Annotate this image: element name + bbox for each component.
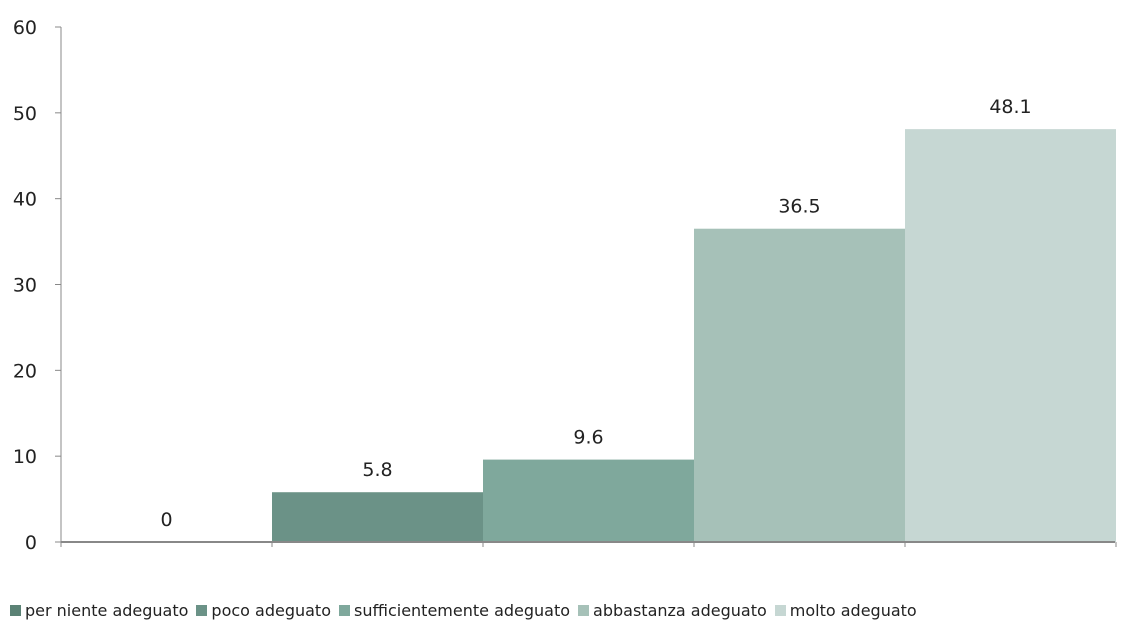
legend-label-4: abbastanza adeguato <box>593 600 767 620</box>
y-tick-label-0: 0 <box>25 532 37 554</box>
legend-entry-3: sufficientemente adeguato <box>339 601 570 620</box>
bar-4 <box>694 228 905 543</box>
y-tick-label-20: 20 <box>13 360 37 382</box>
legend-entry-2: poco adeguato <box>196 601 331 620</box>
legend-label-5: molto adeguato <box>789 600 917 620</box>
bar-3 <box>483 459 694 542</box>
legend-swatch-5 <box>774 604 786 616</box>
y-tick-label-30: 30 <box>13 275 37 297</box>
data-label-2: 5.8 <box>362 459 392 481</box>
legend-swatch-4 <box>578 604 590 616</box>
chart-legend: per niente adeguato poco adeguato sufficie… <box>10 599 1135 621</box>
y-tick-label-50: 50 <box>13 103 37 125</box>
legend-entry-1: per niente adeguato <box>10 601 188 620</box>
bar-2 <box>272 492 483 542</box>
y-tick-label-60: 60 <box>13 17 37 39</box>
bar-5 <box>905 129 1116 542</box>
legend-entry-5: molto adeguato <box>774 600 917 620</box>
data-label-1: 0 <box>160 509 172 531</box>
legend-label-2: poco adeguato <box>211 600 331 620</box>
data-label-4: 36.5 <box>778 196 820 218</box>
data-label-5: 48.1 <box>989 96 1031 118</box>
legend-entry-4: abbastanza adeguato <box>578 601 767 620</box>
legend-swatch-2 <box>196 604 208 616</box>
y-tick-label-40: 40 <box>13 189 37 211</box>
legend-swatch-1 <box>10 604 21 616</box>
chart-plot-area: 0 5.8 9.6 36.5 48.1 0 10 20 30 40 50 60 <box>13 17 1117 554</box>
y-tick-label-10: 10 <box>13 446 37 468</box>
legend-label-3: sufficientemente adeguato <box>354 600 571 620</box>
bars-layer <box>272 129 1116 543</box>
axes-layer: 0 10 20 30 40 50 60 <box>13 17 1117 554</box>
data-labels-layer: 0 5.8 9.6 36.5 48.1 <box>160 96 1031 531</box>
data-label-3: 9.6 <box>573 427 603 449</box>
legend-swatch-3 <box>339 604 350 616</box>
legend-label-1: per niente adeguato <box>25 600 189 620</box>
